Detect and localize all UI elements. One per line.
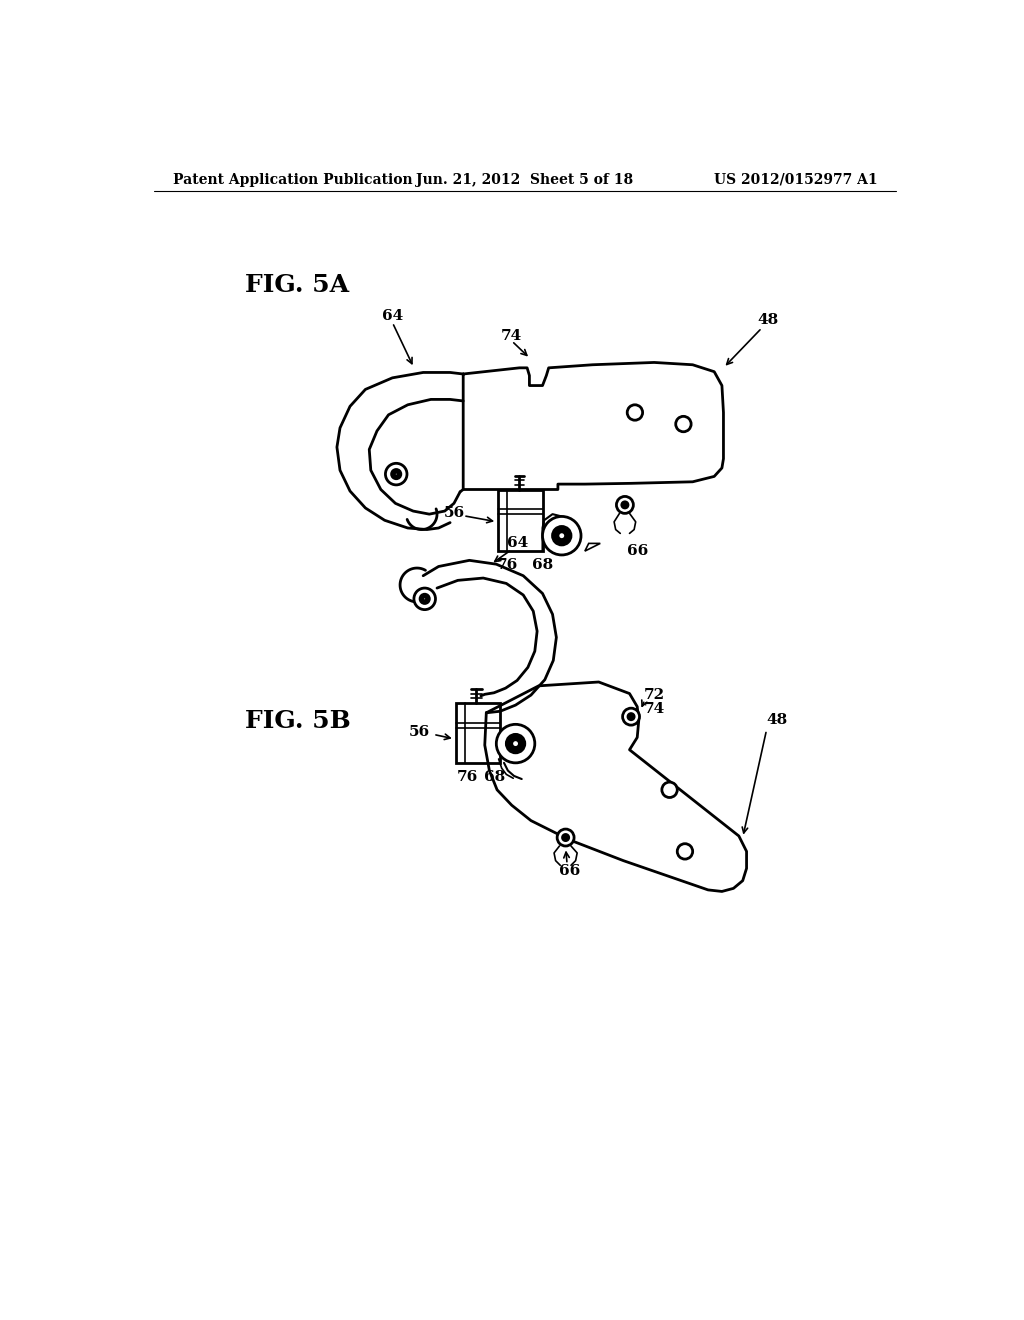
Text: US 2012/0152977 A1: US 2012/0152977 A1 <box>714 173 878 187</box>
Circle shape <box>622 502 628 508</box>
Bar <box>498 490 543 552</box>
Text: 74: 74 <box>643 702 665 715</box>
Circle shape <box>506 734 524 752</box>
Text: FIG. 5A: FIG. 5A <box>245 273 348 297</box>
Text: Jun. 21, 2012  Sheet 5 of 18: Jun. 21, 2012 Sheet 5 of 18 <box>416 173 634 187</box>
Circle shape <box>497 725 535 763</box>
Text: FIG. 5B: FIG. 5B <box>245 709 350 733</box>
Text: 48: 48 <box>767 714 788 727</box>
Circle shape <box>677 843 692 859</box>
Text: 48: 48 <box>758 313 778 327</box>
Circle shape <box>662 781 677 797</box>
Text: 64: 64 <box>507 536 528 550</box>
Text: 76: 76 <box>498 558 518 572</box>
Circle shape <box>616 496 634 513</box>
Circle shape <box>543 516 581 554</box>
Circle shape <box>558 532 565 540</box>
Circle shape <box>557 829 574 846</box>
Circle shape <box>628 405 643 420</box>
Circle shape <box>676 416 691 432</box>
Text: 66: 66 <box>559 863 580 878</box>
Text: 72: 72 <box>644 688 665 702</box>
Text: 64: 64 <box>382 309 403 323</box>
Text: Patent Application Publication: Patent Application Publication <box>173 173 413 187</box>
Circle shape <box>394 473 398 477</box>
Circle shape <box>553 527 571 545</box>
Text: 68: 68 <box>484 770 506 784</box>
Circle shape <box>623 708 640 725</box>
Circle shape <box>420 594 429 603</box>
Text: 76: 76 <box>457 770 477 784</box>
Circle shape <box>414 589 435 610</box>
Text: 56: 56 <box>443 506 465 520</box>
Text: 66: 66 <box>627 544 648 558</box>
Circle shape <box>391 470 400 479</box>
Circle shape <box>628 714 634 719</box>
Bar <box>456 702 500 763</box>
Circle shape <box>423 597 427 601</box>
Text: 56: 56 <box>409 725 430 739</box>
Text: 68: 68 <box>531 558 553 572</box>
Circle shape <box>512 739 519 747</box>
Circle shape <box>562 834 568 841</box>
Circle shape <box>385 463 407 484</box>
Text: 74: 74 <box>501 329 522 342</box>
